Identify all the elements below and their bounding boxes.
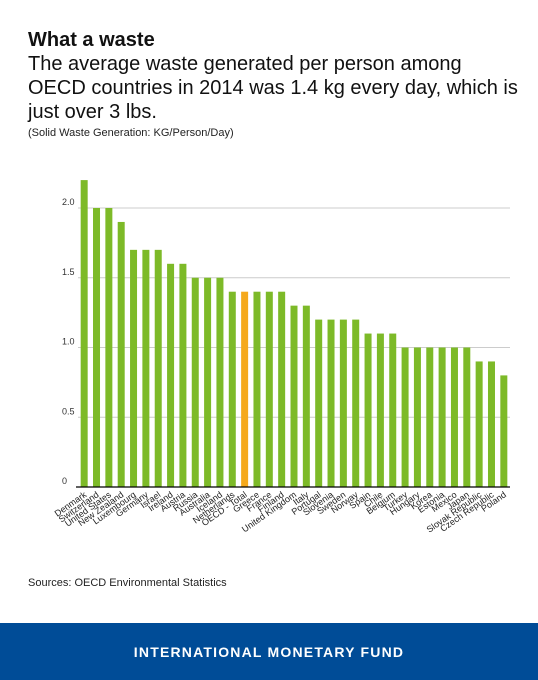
bar (167, 263, 175, 487)
bar (265, 291, 273, 487)
sources-note: Sources: OECD Environmental Statistics (28, 577, 227, 589)
chart-subtitle: The average waste generated per person a… (28, 53, 518, 123)
bar (475, 361, 483, 487)
footer-banner: INTERNATIONAL MONETARY FUND (0, 623, 538, 680)
bar (154, 249, 162, 487)
bar (327, 319, 335, 487)
bar (389, 333, 397, 487)
bar (376, 333, 384, 487)
bar (228, 291, 236, 487)
bar (290, 305, 298, 487)
bar (191, 277, 199, 487)
y-axis-ticks: 0 0.5 1.0 1.5 2.0 (62, 197, 75, 486)
bar (463, 347, 471, 487)
organization-name: INTERNATIONAL MONETARY FUND (133, 643, 405, 660)
bar (438, 347, 446, 487)
bar (142, 249, 150, 487)
y-tick-label: 1.5 (62, 267, 75, 277)
bar (105, 208, 113, 487)
bar (315, 319, 323, 487)
bar (500, 375, 508, 487)
unit-note: (Solid Waste Generation: KG/Person/Day) (28, 127, 234, 139)
bar (401, 347, 409, 487)
bar (93, 208, 101, 487)
y-tick-label: 2.0 (62, 197, 75, 207)
bars (80, 180, 508, 487)
bar (364, 333, 372, 487)
bar (302, 305, 310, 487)
bar (352, 319, 360, 487)
y-tick-label: 1.0 (62, 337, 75, 347)
bar (339, 319, 347, 487)
bar (450, 347, 458, 487)
bar (117, 221, 125, 487)
bar (216, 277, 224, 487)
bar (487, 361, 495, 487)
bar (80, 180, 88, 487)
bar (130, 249, 138, 487)
bar (204, 277, 212, 487)
chart-title: What a waste (28, 29, 155, 51)
y-tick-label: 0.5 (62, 406, 75, 416)
bar (241, 291, 249, 487)
bar (179, 263, 187, 487)
bar (253, 291, 261, 487)
bar (413, 347, 421, 487)
bar (426, 347, 434, 487)
y-tick-label: 0 (62, 476, 67, 486)
bar (278, 291, 286, 487)
